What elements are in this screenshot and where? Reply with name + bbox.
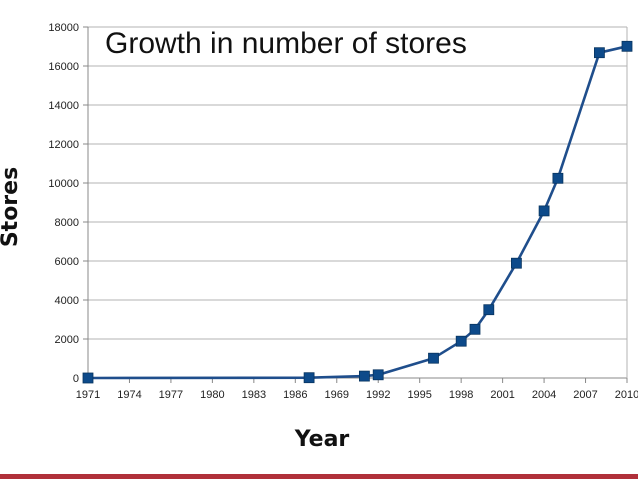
x-tick-label: 2001 xyxy=(490,389,514,401)
x-tick-label: 1971 xyxy=(76,389,100,401)
data-point xyxy=(510,257,522,269)
data-point xyxy=(428,352,439,364)
y-tick-labels: 0 2000 4000 6000 8000 10000 12000 14000 16000 180… xyxy=(48,22,79,385)
x-tick-label: 1986 xyxy=(283,389,307,401)
data-point xyxy=(372,369,384,381)
y-tick-label: 12000 xyxy=(48,139,79,151)
data-point xyxy=(358,370,370,382)
data-point xyxy=(455,335,467,347)
x-tick-label: 1983 xyxy=(242,389,266,401)
y-tick-label: 16000 xyxy=(48,61,79,73)
x-tick-label: 1974 xyxy=(117,389,141,401)
x-tick-label: 1977 xyxy=(159,389,183,401)
x-tick-label: 2010 xyxy=(615,389,638,401)
x-tick-label: 1995 xyxy=(407,389,431,401)
data-point xyxy=(483,304,495,316)
y-tick-label: 18000 xyxy=(48,22,79,34)
data-point xyxy=(594,47,605,59)
x-tick-label: 1980 xyxy=(200,389,224,401)
data-point xyxy=(621,40,633,52)
bottom-accent-strip xyxy=(0,474,638,479)
y-tick-label: 10000 xyxy=(48,178,79,190)
y-tick-label: 6000 xyxy=(55,256,79,268)
chart-title: Growth in number of stores xyxy=(105,27,467,60)
x-tick-label: 1992 xyxy=(366,389,390,401)
x-axis-label: Year xyxy=(294,427,350,452)
x-tick-label: 2004 xyxy=(532,389,556,401)
y-tick-label: 2000 xyxy=(55,334,79,346)
y-tick-label: 8000 xyxy=(55,217,79,229)
y-tick-label: 0 xyxy=(73,373,79,385)
y-tick-label: 4000 xyxy=(55,295,79,307)
data-point xyxy=(82,372,94,384)
grid-lines xyxy=(88,26,627,340)
data-markers xyxy=(82,40,633,384)
data-point xyxy=(538,205,550,217)
x-tick-label: 1998 xyxy=(449,389,473,401)
x-tick-labels: 1971 1974 1977 1980 1983 1986 1969 1992 1995 1998… xyxy=(76,389,638,401)
x-tick-label: 2007 xyxy=(573,389,597,401)
data-point xyxy=(469,323,481,335)
data-point xyxy=(303,372,315,384)
y-tick-label: 14000 xyxy=(48,100,79,112)
x-tick-label: 1969 xyxy=(325,389,349,401)
y-axis-label: Stores xyxy=(0,167,23,247)
data-point xyxy=(552,172,564,184)
